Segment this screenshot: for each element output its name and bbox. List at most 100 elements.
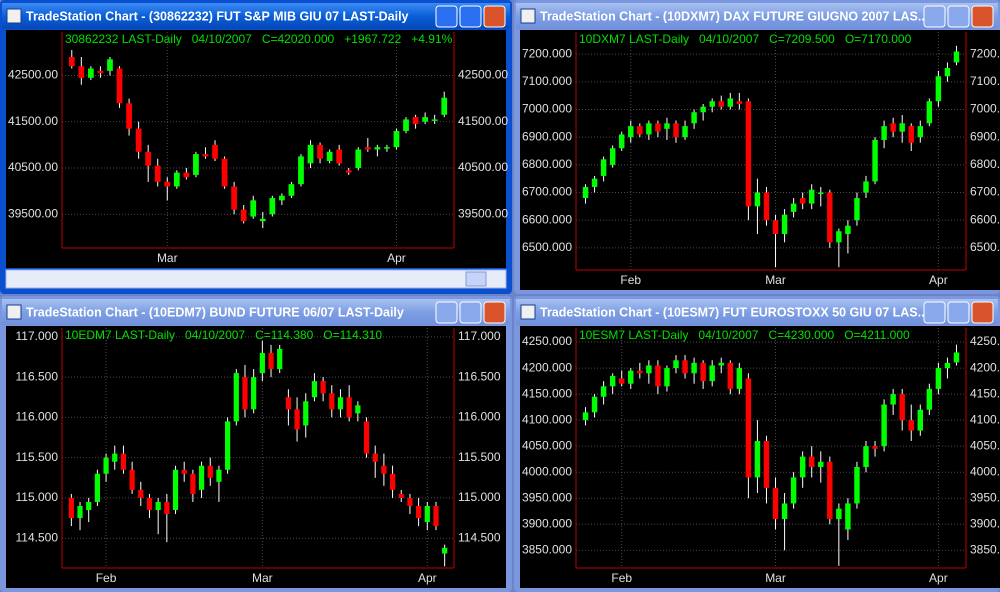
maximize-button[interactable] xyxy=(947,301,970,324)
candle-body xyxy=(908,126,914,143)
candle-body xyxy=(355,405,361,414)
window-title: TradeStation Chart - (10DXM7) DAX FUTURE… xyxy=(540,9,928,23)
candle-body xyxy=(935,368,942,389)
minimize-button[interactable] xyxy=(435,301,458,324)
window-icon xyxy=(520,304,536,320)
chart-info: O=7170.000 xyxy=(845,32,912,46)
candle-body xyxy=(398,493,404,498)
y-tick-label-right: 7200.000 xyxy=(970,46,1000,60)
window-title: TradeStation Chart - (10EDM7) BUND FUTUR… xyxy=(26,305,404,319)
maximize-button[interactable] xyxy=(459,301,482,324)
candle-body xyxy=(129,469,135,490)
y-tick-label-right: 6700.000 xyxy=(970,185,1000,199)
candle-body xyxy=(700,362,706,382)
y-tick-label-right: 7000.000 xyxy=(970,102,1000,116)
maximize-button[interactable] xyxy=(947,5,970,28)
chart-window: TradeStation Chart - (10DXM7) DAX FUTURE… xyxy=(514,0,1000,294)
candle-body xyxy=(422,117,428,122)
title-bar xyxy=(2,299,510,325)
candle-body xyxy=(259,352,265,374)
candle-body xyxy=(591,178,598,187)
y-tick-label: 115.500 xyxy=(16,450,59,464)
candle-body xyxy=(190,473,196,494)
candle-body xyxy=(146,497,153,511)
y-tick-label-right: 6900.000 xyxy=(970,129,1000,143)
candle-body xyxy=(138,489,144,498)
y-tick-label-right: 40500.00 xyxy=(458,160,508,174)
candle-body xyxy=(809,456,815,468)
chart-window: TradeStation Chart - (30862232) FUT S&P … xyxy=(0,0,512,294)
y-tick-label: 115.000 xyxy=(16,490,59,504)
y-tick-label: 7200.000 xyxy=(522,46,572,60)
candle-body xyxy=(935,76,942,102)
candle-body xyxy=(845,503,851,530)
close-button[interactable] xyxy=(971,301,994,324)
candle-body xyxy=(320,381,326,394)
maximize-button[interactable] xyxy=(459,5,482,28)
candle-body xyxy=(441,97,448,115)
y-tick-label: 7000.000 xyxy=(522,102,572,116)
y-tick-label-right: 4000.000 xyxy=(970,464,1000,478)
y-tick-label-right: 4150.000 xyxy=(970,386,1000,400)
candle-body xyxy=(277,348,283,370)
close-button[interactable] xyxy=(971,5,994,28)
close-button[interactable] xyxy=(483,301,506,324)
candle-body xyxy=(307,144,314,164)
candle-body xyxy=(628,370,634,384)
y-tick-label-right: 6500.000 xyxy=(970,240,1000,254)
candle-body xyxy=(582,412,589,421)
candle-body xyxy=(216,469,222,482)
candle-body xyxy=(673,123,679,138)
candle-body xyxy=(120,453,127,470)
candle-body xyxy=(836,231,842,243)
candle-body xyxy=(628,126,634,138)
candle-body xyxy=(193,154,199,175)
candle-body xyxy=(251,377,257,410)
candle-body xyxy=(619,134,625,149)
candle-body xyxy=(336,149,343,164)
y-tick-label-right: 7100.000 xyxy=(970,74,1000,88)
candle-body xyxy=(183,172,190,178)
candle-body xyxy=(164,181,171,187)
chart-info: 10DXM7 LAST-Daily xyxy=(579,32,689,46)
candle-body xyxy=(790,203,797,212)
candle-body xyxy=(745,101,752,207)
candle-body xyxy=(207,465,213,478)
candle-body xyxy=(112,453,118,462)
candle-body xyxy=(311,381,318,398)
close-button[interactable] xyxy=(483,5,506,28)
candle-body xyxy=(799,456,806,478)
candle-body xyxy=(953,51,960,63)
scroll-thumb[interactable] xyxy=(465,271,487,287)
x-tick-label: Mar xyxy=(765,273,786,287)
candle-body xyxy=(591,396,598,413)
candle-body xyxy=(646,365,652,374)
y-tick-label-right: 42500.00 xyxy=(458,68,508,82)
x-tick-label: Feb xyxy=(96,571,117,585)
scrollbar[interactable] xyxy=(5,269,507,289)
candle-body xyxy=(86,501,92,511)
candle-body xyxy=(285,397,291,410)
y-tick-label: 6500.000 xyxy=(522,240,572,254)
candle-body xyxy=(221,158,228,187)
window-title: TradeStation Chart - (30862232) FUT S&P … xyxy=(26,9,409,23)
candle-body xyxy=(355,149,362,168)
candle-body xyxy=(772,487,779,520)
y-tick-label: 39500.00 xyxy=(8,206,58,220)
y-tick-label: 4150.000 xyxy=(522,386,572,400)
candle-body xyxy=(294,409,300,430)
minimize-button[interactable] xyxy=(923,301,946,324)
y-tick-label: 6700.000 xyxy=(522,185,572,199)
y-tick-label-right: 3950.000 xyxy=(970,490,1000,504)
candle-body xyxy=(881,404,887,447)
minimize-button[interactable] xyxy=(923,5,946,28)
candle-body xyxy=(619,378,625,384)
y-tick-label: 4000.000 xyxy=(522,464,572,478)
y-tick-label-right: 6600.000 xyxy=(970,212,1000,226)
minimize-button[interactable] xyxy=(435,5,458,28)
candle-body xyxy=(412,117,419,125)
candle-body xyxy=(202,154,209,157)
chart-window: TradeStation Chart - (10EDM7) BUND FUTUR… xyxy=(0,296,512,592)
chart-info: C=42020.000 xyxy=(262,32,335,46)
candle-body xyxy=(326,151,333,162)
